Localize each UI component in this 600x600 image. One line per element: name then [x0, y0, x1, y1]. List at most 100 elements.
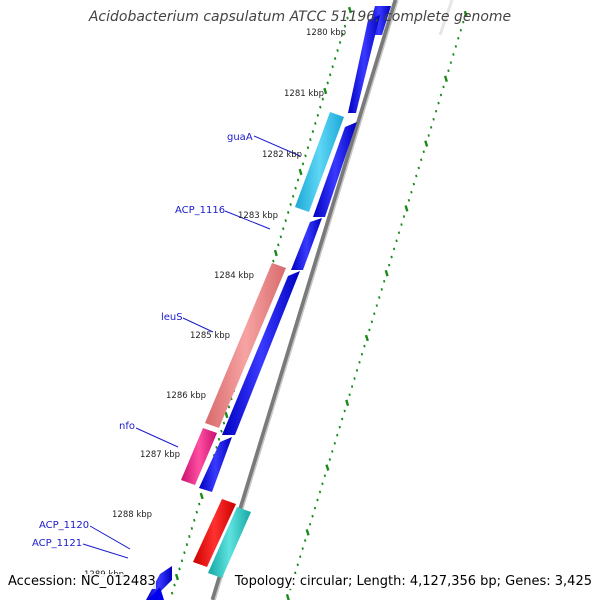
ruler-tick	[443, 75, 448, 83]
ruler-tick	[343, 24, 347, 28]
gene-label-ACP_1116[interactable]: ACP_1116	[175, 205, 225, 216]
ruler-tick	[298, 168, 303, 176]
gene-feature-blue-8[interactable]	[148, 587, 164, 600]
ruler-tick	[296, 563, 299, 567]
ruler-tick	[353, 377, 356, 380]
ruler-tick	[463, 10, 468, 18]
ruler-tick	[462, 20, 465, 24]
ruler-tick	[390, 255, 393, 259]
map-title: Acidobacterium capsulatum ATCC 51196, co…	[88, 9, 512, 25]
inner-feature-track	[146, 6, 391, 600]
ruler-tick	[383, 279, 386, 283]
tick-label: 1288 kbp	[112, 510, 152, 520]
ruler-tick	[273, 249, 278, 257]
ruler-tick	[343, 409, 346, 413]
ruler-tick	[415, 174, 418, 178]
ruler-tick	[378, 296, 381, 299]
ruler-tick	[198, 502, 201, 506]
ruler-tick	[282, 227, 285, 231]
ruler-tick	[447, 69, 450, 73]
outer-feature-track	[181, 112, 344, 578]
ruler-tick	[397, 231, 401, 235]
ruler-tick	[407, 198, 411, 202]
ruler-tick	[373, 312, 376, 316]
gene-feature-blue-3[interactable]	[313, 122, 357, 217]
ruler-tick	[217, 437, 221, 441]
outer-ruler-track	[438, 0, 454, 36]
gene-feature-leuS[interactable]	[205, 263, 286, 428]
tick-label: 1282 kbp	[262, 150, 302, 160]
ruler-tick	[364, 334, 369, 342]
ruler-tick	[319, 105, 322, 109]
ruler-tick	[170, 591, 174, 595]
ruler-tick	[284, 219, 287, 223]
ruler-tick	[321, 482, 324, 486]
gene-label-guaA[interactable]: guaA	[227, 132, 253, 143]
ruler-tick	[318, 490, 322, 494]
ruler-tick	[402, 215, 406, 218]
gene-label-leuS[interactable]: leuS	[161, 312, 183, 323]
ruler-tick	[346, 16, 349, 20]
ruler-tick	[432, 117, 435, 121]
gene-feature-blue-5[interactable]	[222, 271, 300, 435]
ruler-tick	[424, 140, 429, 147]
ruler-tick	[449, 61, 453, 64]
ruler-tick	[199, 492, 204, 500]
ruler-tick	[355, 369, 359, 372]
gene-label-ACP_1120[interactable]: ACP_1120	[39, 520, 89, 531]
label-leaders	[82, 135, 301, 559]
gene-feature-blue-4[interactable]	[291, 218, 322, 270]
ruler-tick	[272, 259, 275, 263]
gene-feature-teal[interactable]	[208, 507, 251, 578]
ruler-tick	[185, 543, 189, 547]
ruler-tick	[404, 205, 409, 212]
ruler-tick	[420, 158, 423, 162]
gene-label-nfo[interactable]: nfo	[119, 421, 135, 432]
ruler-tick	[410, 190, 413, 194]
ruler-tick	[387, 263, 391, 267]
ruler-tick	[301, 162, 305, 166]
ruler-tick	[417, 166, 420, 170]
ruler-tick	[314, 121, 317, 125]
ruler-tick	[311, 514, 314, 518]
ruler-tick	[316, 498, 319, 502]
tick-label: 1284 kbp	[214, 271, 254, 281]
gene-feature-red[interactable]	[193, 499, 236, 567]
ruler-tick	[193, 518, 196, 522]
ruler-tick	[368, 328, 371, 332]
ruler-tick	[321, 97, 325, 101]
ruler-tick	[395, 239, 398, 243]
ruler-tick	[323, 474, 327, 478]
ruler-tick	[195, 510, 199, 514]
ruler-tick	[348, 393, 351, 397]
ruler-tick	[299, 555, 302, 559]
gene-feature-guaA[interactable]	[295, 112, 344, 212]
ruler-tick	[338, 425, 341, 429]
gene-label-ACP_1121[interactable]: ACP_1121	[32, 538, 82, 549]
scale-tick-labels: 1280 kbp 1281 kbp 1282 kbp 1283 kbp 1284…	[84, 28, 346, 580]
gene-feature-blue-7[interactable]	[146, 566, 172, 600]
ruler-tick	[304, 154, 307, 158]
ruler-tick	[360, 352, 364, 356]
ruler-tick	[341, 417, 344, 421]
gene-feature-blue-6[interactable]	[199, 437, 232, 492]
ruler-tick	[215, 445, 218, 449]
ruler-tick	[296, 178, 300, 182]
ruler-tick	[178, 567, 181, 571]
ruler-tick	[459, 28, 462, 32]
ruler-tick	[442, 85, 445, 89]
ruler-tick	[294, 571, 297, 575]
gene-feature-nfo[interactable]	[181, 428, 217, 485]
ruler-tick	[333, 57, 337, 61]
ruler-tick	[188, 535, 191, 538]
tick-label: 1281 kbp	[284, 89, 324, 99]
ruler-tick	[224, 411, 229, 419]
ruler-tick	[220, 429, 223, 433]
ruler-tick	[338, 40, 342, 44]
genome-summary-text: Topology: circular; Length: 4,127,356 bp…	[234, 574, 592, 589]
ruler-tick	[358, 360, 361, 364]
ruler-tick	[173, 583, 176, 587]
gene-feature-blue-2[interactable]	[348, 15, 380, 113]
